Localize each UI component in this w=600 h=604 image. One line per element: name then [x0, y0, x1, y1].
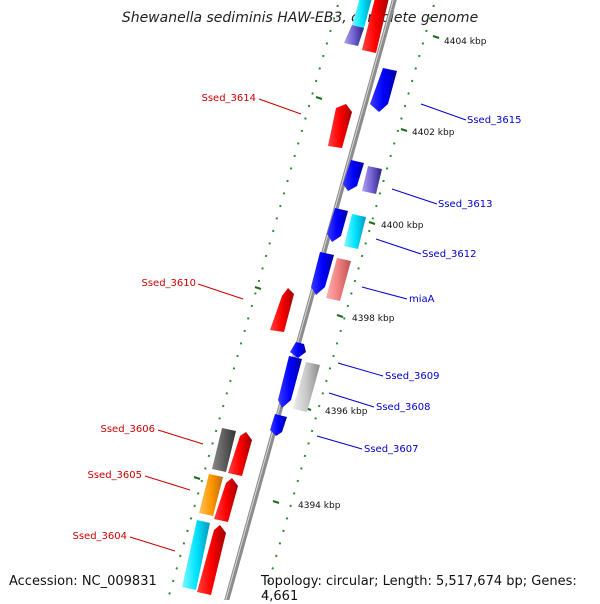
gene-label-ssed-3604[interactable]: Ssed_3604 — [72, 531, 127, 542]
accession-text: Accession: NC_009831 — [9, 574, 157, 589]
leader-ssed-3605 — [144, 475, 191, 491]
gene-arrow-ssed-3609-b[interactable] — [278, 356, 302, 408]
gene-arrow-ssed-3606-b[interactable] — [228, 432, 252, 476]
gene-arrow-ssed-3607[interactable] — [270, 414, 287, 436]
leader-ssed-3604 — [129, 536, 176, 552]
gene-arrow-top-purple — [344, 25, 364, 46]
gene-arrow-ssed-3606[interactable] — [212, 428, 236, 472]
gene-arrow-ssed-3609[interactable] — [290, 342, 306, 358]
gene-arrow-ssed-3613-a[interactable] — [343, 160, 364, 191]
gene-label-ssed-3607[interactable]: Ssed_3607 — [364, 444, 419, 455]
gene-arrow-ssed-3605[interactable] — [199, 474, 223, 516]
genome-backbone — [224, 0, 397, 600]
leader-ssed-3615 — [420, 103, 467, 121]
gene-label-ssed-3608[interactable]: Ssed_3608 — [376, 402, 431, 413]
gene-arrow-top-red — [362, 0, 389, 53]
gene-arrow-ssed-3604[interactable] — [182, 520, 210, 590]
gene-label-ssed-3610[interactable]: Ssed_3610 — [141, 278, 196, 289]
gene-arrow-ssed-3613-b[interactable] — [362, 166, 382, 194]
gene-label-ssed-3614[interactable]: Ssed_3614 — [201, 93, 256, 104]
gene-arrow-ssed-3610[interactable] — [270, 288, 294, 332]
gene-arrow-ssed-3615[interactable] — [370, 68, 397, 112]
gene-arrow-miaa[interactable] — [326, 258, 351, 301]
gene-label-ssed-3613[interactable]: Ssed_3613 — [438, 199, 493, 210]
gene-label-miaa[interactable]: miaA — [409, 294, 435, 305]
gene-arrow-ssed-3605-b[interactable] — [214, 478, 238, 522]
leader-ssed-3614 — [258, 98, 302, 115]
scale-label-4404: 4404 kbp — [444, 37, 487, 47]
scale-label-4394: 4394 kbp — [298, 501, 341, 511]
gene-arrow-ssed-3612-a[interactable] — [327, 208, 348, 242]
gene-label-ssed-3609[interactable]: Ssed_3609 — [385, 371, 440, 382]
gene-arrow-ssed-3614[interactable] — [328, 104, 352, 148]
gene-label-ssed-3612[interactable]: Ssed_3612 — [422, 249, 477, 260]
gene-arrow-top-cyan — [352, 0, 372, 28]
leader-miaa — [361, 286, 408, 300]
gene-label-ssed-3606[interactable]: Ssed_3606 — [100, 424, 155, 435]
gene-arrow-miaa-a[interactable] — [311, 252, 334, 295]
major-ticks — [193, 35, 440, 504]
leader-ssed-3612 — [375, 238, 422, 255]
scale-label-4402: 4402 kbp — [412, 128, 455, 138]
leader-ssed-3607 — [316, 435, 363, 450]
gene-label-ssed-3605[interactable]: Ssed_3605 — [87, 470, 142, 481]
gene-arrow-ssed-3612-b[interactable] — [344, 214, 366, 249]
gene-label-ssed-3615[interactable]: Ssed_3615 — [467, 115, 522, 126]
gene-arrow-ssed-3608[interactable] — [293, 362, 320, 412]
scale-label-4400: 4400 kbp — [381, 221, 424, 231]
scale-label-4398: 4398 kbp — [352, 314, 395, 324]
leader-ssed-3606 — [157, 429, 204, 445]
gene-arrow-ssed-3604-b[interactable] — [197, 525, 226, 595]
scale-label-4396: 4396 kbp — [325, 407, 368, 417]
leader-ssed-3608 — [328, 392, 375, 408]
leader-ssed-3610 — [197, 283, 244, 300]
leader-ssed-3609 — [337, 362, 384, 377]
leader-ssed-3613 — [391, 188, 438, 205]
